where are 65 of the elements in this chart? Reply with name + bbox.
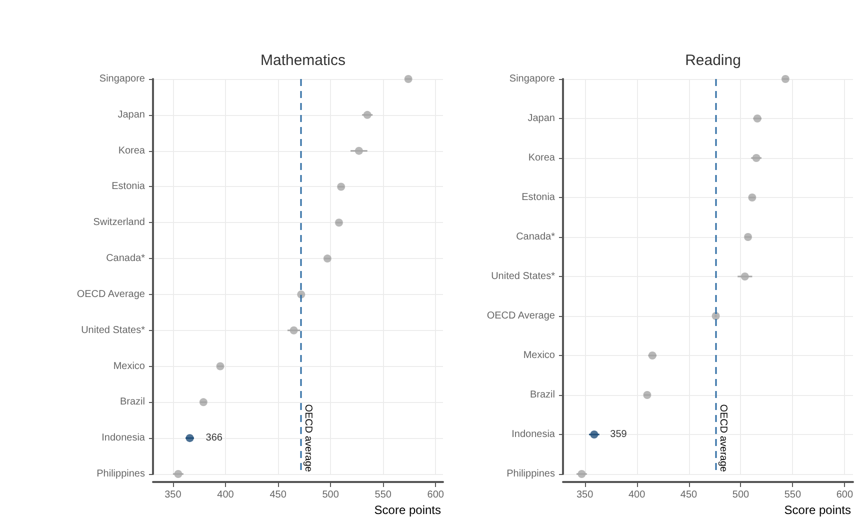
y-tick-label: Switzerland	[93, 217, 145, 228]
point	[199, 398, 208, 406]
data-label: 359	[610, 429, 628, 440]
y-tick-label: Brazil	[120, 396, 145, 408]
point	[186, 434, 194, 442]
point	[643, 391, 652, 399]
y-tick-label: Japan	[118, 109, 145, 120]
y-tick-label: Indonesia	[512, 429, 556, 440]
y-tick-label: Korea	[118, 145, 146, 156]
x-tick-label: 600	[427, 490, 444, 500]
x-axis-title: Score points	[374, 503, 441, 517]
x-tick-label: 550	[784, 490, 802, 500]
x-axis-title: Score points	[784, 503, 851, 517]
point	[337, 182, 346, 191]
point	[290, 326, 298, 334]
point	[648, 352, 656, 360]
y-tick-label: Philippines	[506, 468, 555, 480]
y-tick-label: Canada*	[516, 232, 556, 242]
y-tick-label: United States*	[491, 271, 556, 282]
point	[740, 272, 749, 280]
point	[363, 110, 372, 119]
x-tick-label: 400	[217, 490, 234, 500]
ref-line-label: OECD average	[717, 404, 728, 472]
y-tick-label: Mexico	[113, 360, 146, 372]
x-tick-label: 350	[576, 490, 594, 500]
point	[354, 146, 363, 155]
y-tick-label: Brazil	[530, 390, 555, 400]
point	[753, 114, 762, 122]
data-label: 366	[206, 432, 223, 444]
x-tick-label: 550	[374, 490, 392, 500]
y-tick-label: Estonia	[112, 181, 146, 192]
y-tick-label: Japan	[528, 113, 555, 124]
chart-title: Reading	[685, 52, 741, 69]
point	[404, 75, 412, 83]
point	[781, 75, 790, 83]
y-tick-label: OECD Average	[76, 288, 146, 300]
point	[748, 194, 756, 202]
chart-title: Mathematics	[260, 52, 346, 69]
point	[174, 470, 182, 478]
y-tick-label: Estonia	[522, 192, 556, 203]
point	[334, 218, 343, 227]
point	[323, 254, 332, 263]
x-tick-label: 350	[164, 490, 182, 500]
y-tick-label: Korea	[528, 152, 556, 164]
y-tick-label: Philippines	[96, 468, 145, 480]
point	[712, 312, 720, 320]
x-tick-label: 500	[732, 490, 750, 500]
y-tick-label: United States*	[81, 324, 146, 336]
ref-line-label: OECD average	[302, 404, 314, 472]
y-tick-label: Singapore	[509, 74, 556, 84]
point	[744, 233, 752, 241]
x-tick-label: 400	[628, 490, 646, 500]
point	[590, 430, 598, 438]
x-tick-label: 450	[680, 490, 698, 500]
y-tick-label: Indonesia	[102, 432, 146, 444]
x-tick-label: 600	[836, 490, 854, 500]
y-tick-label: Canada*	[106, 253, 146, 264]
point	[578, 470, 586, 478]
y-tick-label: Mexico	[523, 350, 556, 361]
point	[752, 154, 760, 162]
y-tick-label: OECD Average	[486, 310, 556, 322]
x-tick-label: 450	[270, 490, 287, 500]
point	[216, 362, 224, 370]
y-tick-label: Singapore	[99, 74, 146, 84]
x-tick-label: 500	[322, 490, 340, 500]
